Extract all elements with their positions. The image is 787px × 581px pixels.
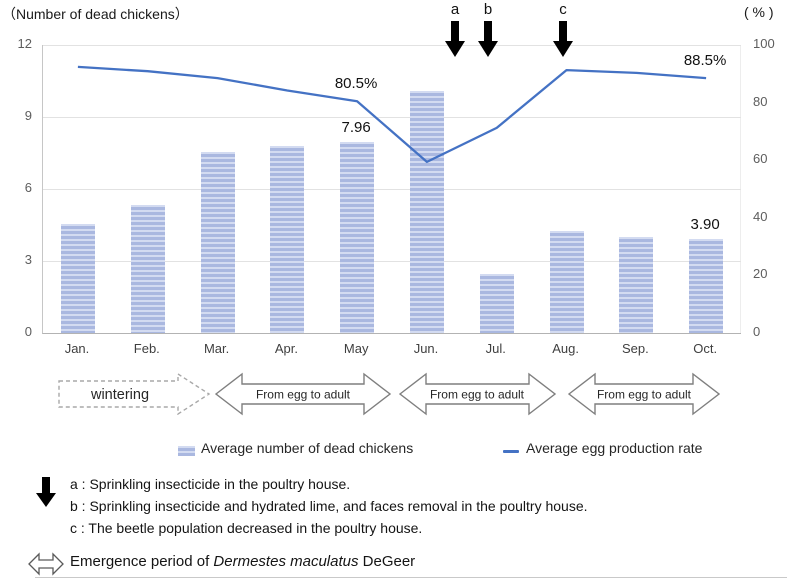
bar-aug [549,231,584,333]
month-label-may: May [343,341,369,356]
marker-arrow-c [553,21,573,57]
black-down-arrow-icon [36,477,56,507]
egg-to-adult-label: From egg to adult [256,388,351,402]
double-arrow-shape [568,372,720,416]
data-label-88.5pct: 88.5% [683,52,727,70]
line-path [77,65,707,164]
marker-arrow-b [478,21,498,57]
double-arrow-shape [215,372,391,416]
double-arrow-outline-shape [28,552,64,576]
emergence-species: Dermestes maculatus [213,553,359,570]
gridline-6 [43,189,741,190]
down-arrow-shape [478,21,498,57]
footnote-c: c : The beetle population decreased in t… [70,520,423,536]
data-label-3.90: 3.90 [690,216,720,234]
right-tick-80: 80 [753,93,768,109]
month-label-apr: Apr. [274,341,298,356]
bar-mar [200,151,235,333]
wintering-label: wintering [90,387,149,403]
marker-letter-b: b [483,1,493,18]
bar-apr [270,145,305,333]
emergence-suffix: DeGeer [358,553,416,570]
double-arrow-outline-icon [28,552,64,576]
egg-to-adult-label: From egg to adult [430,388,525,402]
down-arrow-shape [36,477,56,507]
plot-area [42,45,741,334]
down-arrow-shape [445,21,465,57]
double-arrow-shape [399,372,556,416]
right-tick-60: 60 [753,151,768,167]
marker-arrow-a [445,21,465,57]
right-tick-0: 0 [753,324,761,339]
egg-to-adult-label: From egg to adult [597,388,692,402]
month-label-aug: Aug. [552,341,579,356]
egg-to-adult-arrow-3: From egg to adult [568,372,720,416]
legend-bar-label: Average number of dead chickens [201,440,414,456]
right-tick-100: 100 [753,36,775,51]
left-tick-9: 9 [24,108,32,123]
bottom-divider [35,577,787,578]
bar-feb [130,204,165,333]
month-label-jul: Jul. [485,341,506,356]
left-tick-3: 3 [24,252,32,267]
legend-bar-swatch [178,446,195,456]
right-axis-title: ( % ) [744,4,774,20]
egg-production-line [77,65,707,164]
bar-oct [689,239,724,333]
month-label-oct: Oct. [693,341,718,356]
marker-letter-a: a [450,1,460,18]
bar-may [340,141,375,333]
emergence-prefix: Emergence period of [70,553,214,570]
right-tick-20: 20 [753,266,768,282]
emergence-caption: Emergence period of Dermestes maculatus … [70,553,415,570]
month-label-sep: Sep. [622,341,649,356]
legend-line-swatch [503,450,519,453]
egg-to-adult-arrow-2: From egg to adult [399,372,556,416]
month-label-jan: Jan. [64,341,90,356]
gridline-9 [43,117,741,118]
gridline-12 [43,45,741,46]
bar-jul [479,274,514,333]
left-axis-title: （Number of dead chickens） [2,6,189,22]
marker-letter-c: c [559,1,567,18]
bar-jun [409,90,444,333]
month-label-mar: Mar. [203,341,230,356]
bar-sep [619,237,654,333]
left-tick-12: 12 [17,36,32,51]
right-tick-40: 40 [753,208,768,224]
footnote-a: a : Sprinkling insecticide in the poultr… [70,476,351,492]
data-label-80.5pct: 80.5% [334,75,378,93]
month-label-feb: Feb. [133,341,160,356]
gridline-3 [43,261,741,262]
left-tick-6: 6 [24,180,32,195]
data-label-7.96: 7.96 [341,118,371,136]
wintering-arrow: wintering [58,373,211,415]
legend-line-label: Average egg production rate [526,440,703,456]
footnote-b: b : Sprinkling insecticide and hydrated … [70,498,588,514]
bar-jan [60,223,95,333]
month-label-jun: Jun. [413,341,439,356]
wintering-arrow-shape [58,373,211,415]
down-arrow-shape [553,21,573,57]
left-tick-0: 0 [24,324,32,339]
egg-to-adult-arrow-1: From egg to adult [215,372,391,416]
